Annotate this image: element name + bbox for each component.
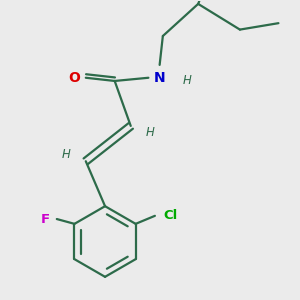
Text: N: N [154,71,165,85]
Text: O: O [69,71,80,85]
Text: H: H [62,148,71,161]
Text: F: F [41,212,50,226]
Text: H: H [146,126,154,139]
Text: Cl: Cl [164,209,178,222]
Text: H: H [182,74,191,88]
